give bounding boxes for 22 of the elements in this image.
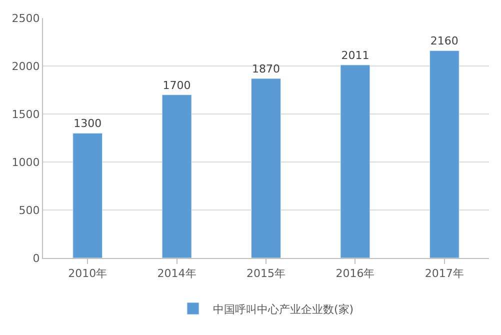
y-tick-label: 1000 [12,156,40,169]
data-label: 1700 [162,78,191,92]
legend-label: 中国呼叫中心产业企业数(家) [213,302,354,316]
data-label: 1300 [74,117,102,130]
bar [72,132,103,258]
y-tick-label: 0 [32,252,40,265]
y-tick-label: 2000 [12,60,40,73]
y-tick-label: 500 [18,204,40,217]
data-label: 2011 [341,48,370,62]
x-tick-label: 2017年 [424,267,464,280]
x-tick-label: 2014年 [157,267,196,280]
data-label: 1870 [252,62,280,76]
bar [429,50,460,258]
x-tick-label: 2015年 [246,267,286,280]
data-label: 2160 [430,34,458,48]
bar [251,78,281,258]
bar [340,64,370,258]
y-tick-label: 2500 [12,12,40,25]
x-tick-label: 2010年 [68,267,108,280]
bar [162,94,192,258]
y-tick-label: 1500 [12,108,40,121]
x-tick-label: 2016年 [336,267,375,280]
